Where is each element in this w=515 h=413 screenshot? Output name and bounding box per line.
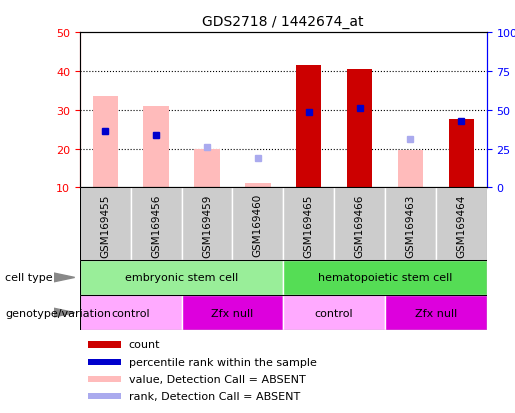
Bar bbox=[194, 149, 220, 188]
Polygon shape bbox=[54, 309, 75, 317]
Text: value, Detection Call = ABSENT: value, Detection Call = ABSENT bbox=[129, 374, 305, 384]
Polygon shape bbox=[54, 273, 75, 282]
Text: percentile rank within the sample: percentile rank within the sample bbox=[129, 357, 317, 367]
Bar bbox=[385, 295, 487, 330]
Bar bbox=[143, 107, 169, 188]
Bar bbox=[347, 70, 372, 188]
Bar bbox=[131, 188, 181, 260]
Bar bbox=[88, 393, 121, 399]
Bar bbox=[80, 188, 131, 260]
Bar bbox=[93, 97, 118, 188]
Text: GSM169463: GSM169463 bbox=[405, 194, 416, 257]
Text: embryonic stem cell: embryonic stem cell bbox=[125, 273, 238, 283]
Text: control: control bbox=[315, 308, 353, 318]
Text: count: count bbox=[129, 339, 160, 349]
Bar bbox=[88, 376, 121, 382]
Bar bbox=[80, 260, 283, 295]
Bar bbox=[181, 295, 283, 330]
Bar bbox=[232, 188, 283, 260]
Text: rank, Detection Call = ABSENT: rank, Detection Call = ABSENT bbox=[129, 392, 300, 401]
Text: GSM169456: GSM169456 bbox=[151, 194, 161, 257]
Text: control: control bbox=[111, 308, 150, 318]
Bar bbox=[436, 188, 487, 260]
Bar bbox=[283, 188, 334, 260]
Bar bbox=[80, 295, 181, 330]
Bar bbox=[334, 188, 385, 260]
Bar bbox=[385, 188, 436, 260]
Text: cell type: cell type bbox=[5, 273, 53, 283]
Text: GSM169459: GSM169459 bbox=[202, 194, 212, 257]
Text: GSM169465: GSM169465 bbox=[304, 194, 314, 257]
Text: GSM169455: GSM169455 bbox=[100, 194, 110, 257]
Text: GSM169460: GSM169460 bbox=[253, 194, 263, 257]
Bar bbox=[181, 188, 232, 260]
Text: hematopoietic stem cell: hematopoietic stem cell bbox=[318, 273, 452, 283]
Bar bbox=[449, 120, 474, 188]
Bar bbox=[245, 184, 270, 188]
Bar bbox=[398, 151, 423, 188]
Bar bbox=[296, 66, 321, 188]
Bar bbox=[88, 342, 121, 348]
Text: GSM169466: GSM169466 bbox=[354, 194, 365, 257]
Text: Zfx null: Zfx null bbox=[211, 308, 253, 318]
Text: genotype/variation: genotype/variation bbox=[5, 308, 111, 318]
Title: GDS2718 / 1442674_at: GDS2718 / 1442674_at bbox=[202, 15, 364, 29]
Bar bbox=[283, 295, 385, 330]
Bar bbox=[283, 260, 487, 295]
Bar bbox=[88, 358, 121, 365]
Text: Zfx null: Zfx null bbox=[415, 308, 457, 318]
Text: GSM169464: GSM169464 bbox=[456, 194, 466, 257]
